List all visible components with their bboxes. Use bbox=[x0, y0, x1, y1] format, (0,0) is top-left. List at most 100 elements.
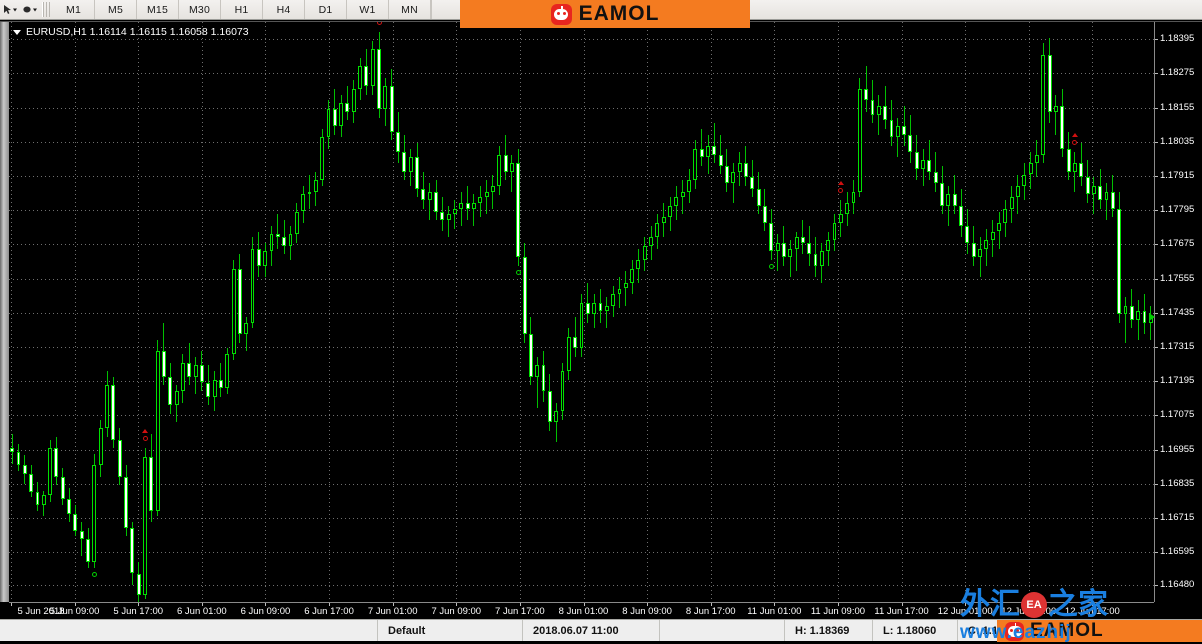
time-axis-tick bbox=[138, 603, 140, 606]
candle-body bbox=[149, 456, 154, 511]
sell-signal-arrow-icon bbox=[837, 181, 844, 186]
timeframe-d1[interactable]: D1 bbox=[305, 0, 347, 19]
cursor-dropdown-icon[interactable] bbox=[0, 0, 20, 19]
candle-body bbox=[959, 205, 963, 226]
price-axis-label: 1.16835 bbox=[1160, 477, 1195, 489]
candle-body bbox=[434, 191, 438, 212]
candle-body bbox=[630, 268, 635, 283]
price-axis-label: 1.17675 bbox=[1160, 238, 1195, 250]
buy-signal-marker bbox=[91, 571, 97, 577]
candle-body bbox=[332, 108, 337, 126]
candle-body bbox=[54, 448, 59, 477]
time-axis-tick bbox=[456, 603, 458, 606]
candle-body bbox=[490, 185, 495, 192]
grid-line-vertical bbox=[1028, 22, 1030, 602]
candle-body bbox=[478, 197, 483, 203]
candle-wick bbox=[1055, 94, 1057, 135]
timeframe-mn[interactable]: MN bbox=[389, 0, 431, 19]
candle-body bbox=[1091, 185, 1096, 195]
candle-body bbox=[718, 154, 723, 166]
sell-signal-marker bbox=[142, 436, 148, 442]
status-eamol-robot-icon bbox=[1005, 621, 1024, 641]
candle-body bbox=[1066, 148, 1071, 172]
candle-body bbox=[92, 465, 97, 563]
candle-body bbox=[547, 391, 552, 423]
grid-line-vertical bbox=[201, 22, 203, 602]
candle-body bbox=[263, 251, 268, 266]
toolbar-filler bbox=[431, 0, 1202, 19]
candle-body bbox=[1110, 191, 1115, 209]
crosshair-dropdown-icon[interactable] bbox=[20, 0, 40, 19]
candle-body bbox=[1142, 311, 1147, 323]
candle-body bbox=[98, 428, 103, 466]
candle-wick bbox=[1093, 177, 1095, 215]
candle-wick bbox=[606, 297, 608, 329]
price-axis-label: 1.16480 bbox=[1160, 578, 1195, 590]
candle-body bbox=[10, 448, 15, 453]
candle-wick bbox=[947, 185, 949, 226]
time-axis-label: 6 Jun 09:00 bbox=[240, 606, 291, 617]
timeframe-m30[interactable]: M30 bbox=[179, 0, 221, 19]
candle-body bbox=[737, 163, 742, 172]
candle-body bbox=[997, 222, 1001, 232]
grid-line-horizontal bbox=[9, 210, 1154, 212]
candle-body bbox=[269, 234, 274, 252]
status-profile[interactable]: Default bbox=[378, 620, 523, 641]
candle-body bbox=[611, 294, 616, 306]
candle-body bbox=[554, 411, 559, 423]
timeframe-m1[interactable]: M1 bbox=[53, 0, 95, 19]
price-axis[interactable]: 1.18395 1.18275 1.18155 1.18035 1.17915 1.177… bbox=[1149, 22, 1202, 602]
candle-body bbox=[181, 362, 185, 392]
candle-body bbox=[421, 188, 426, 201]
candle-body bbox=[41, 495, 46, 506]
candle-body bbox=[940, 183, 945, 206]
candle-body bbox=[168, 376, 173, 406]
chevron-down-icon[interactable] bbox=[13, 29, 21, 35]
candle-body bbox=[908, 134, 913, 152]
candle-wick bbox=[277, 214, 279, 249]
time-axis-tick bbox=[329, 603, 331, 606]
candle-body bbox=[79, 530, 84, 540]
candle-body bbox=[1022, 174, 1027, 186]
candle-body bbox=[560, 371, 565, 411]
candle-body bbox=[453, 208, 457, 215]
candle-wick bbox=[81, 522, 83, 557]
candle-body bbox=[579, 302, 584, 349]
candle-wick bbox=[789, 240, 791, 278]
timeframe-m5[interactable]: M5 bbox=[95, 0, 137, 19]
timeframe-m15[interactable]: M15 bbox=[137, 0, 179, 19]
timeframe-h4[interactable]: H4 bbox=[263, 0, 305, 19]
candle-body bbox=[813, 254, 818, 266]
candle-body bbox=[111, 385, 116, 440]
candle-body bbox=[604, 305, 609, 312]
candle-wick bbox=[682, 180, 684, 215]
price-axis-tick bbox=[1155, 552, 1158, 554]
grid-line-vertical bbox=[519, 22, 521, 602]
timeframe-w1[interactable]: W1 bbox=[347, 0, 389, 19]
candle-wick bbox=[511, 154, 513, 192]
candle-wick bbox=[865, 66, 867, 112]
candle-body bbox=[415, 157, 419, 189]
candle-body bbox=[282, 237, 287, 246]
time-axis-tick bbox=[774, 603, 776, 606]
candle-body bbox=[497, 154, 502, 186]
price-axis-label: 1.18035 bbox=[1160, 135, 1195, 147]
candle-body bbox=[503, 154, 508, 172]
grid-line-vertical bbox=[456, 22, 458, 602]
time-axis-label: 11 Jun 17:00 bbox=[874, 606, 929, 617]
candle-body bbox=[29, 473, 34, 493]
candle-body bbox=[1047, 54, 1052, 112]
time-axis[interactable]: 5 Jun 2018 5 Jun 09:00 5 Jun 17:00 6 Jun 01… bbox=[9, 602, 1154, 619]
candle-wick bbox=[448, 205, 450, 238]
timeframe-h1[interactable]: H1 bbox=[221, 0, 263, 19]
toolbar-grip[interactable] bbox=[42, 2, 50, 17]
candle-wick bbox=[492, 174, 494, 209]
candle-body bbox=[155, 351, 160, 511]
price-axis-tick bbox=[1155, 346, 1158, 348]
chart-plot-area[interactable]: EURUSD,H1 1.16114 1.16115 1.16058 1.1607… bbox=[9, 22, 1154, 602]
grid-line-horizontal bbox=[9, 381, 1154, 383]
candle-body bbox=[725, 165, 729, 183]
grid-line-vertical bbox=[11, 22, 12, 602]
candle-body bbox=[143, 456, 147, 595]
candle-body bbox=[60, 476, 65, 500]
